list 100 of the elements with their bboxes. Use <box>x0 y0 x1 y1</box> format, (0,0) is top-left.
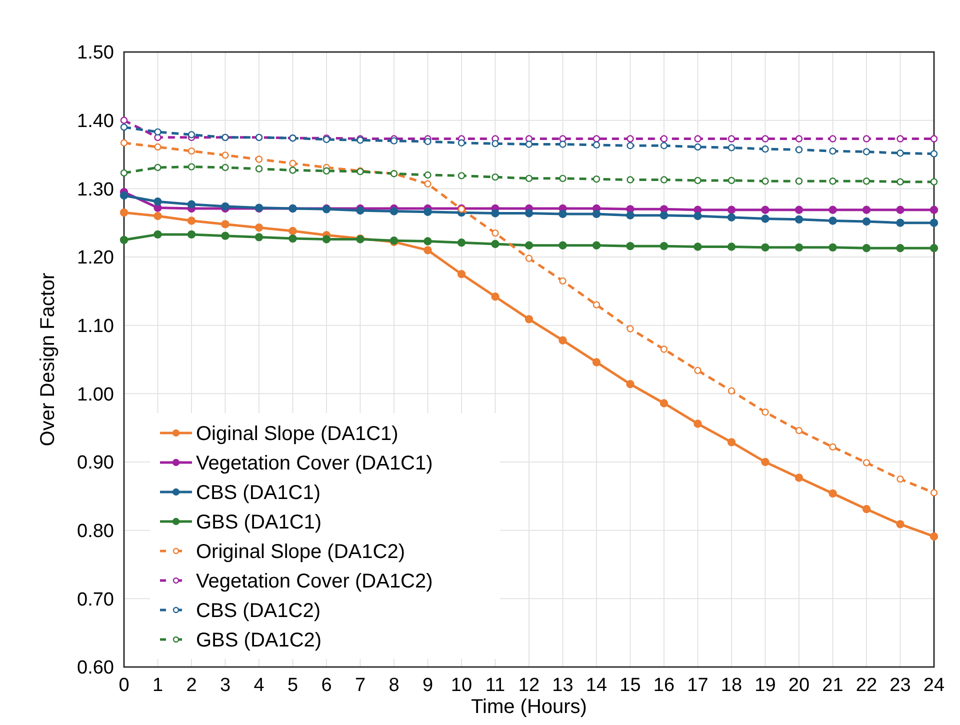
point <box>322 235 331 244</box>
point <box>120 139 128 146</box>
point <box>694 212 702 220</box>
point <box>559 140 566 148</box>
x-axis-title: Time (Hours) <box>471 696 587 718</box>
point <box>762 145 769 153</box>
point <box>728 387 736 395</box>
y-tick-label: 0.80 <box>77 520 114 542</box>
x-tick-label: 20 <box>788 675 810 696</box>
legend-label: CBS (DA1C2) <box>196 600 320 622</box>
point <box>761 206 770 214</box>
y-axis-title: Over Design Factor <box>37 272 59 446</box>
point <box>930 532 938 541</box>
point <box>492 229 499 237</box>
point <box>558 210 567 218</box>
point <box>727 206 736 214</box>
x-tick-label: 4 <box>254 675 265 696</box>
point <box>930 244 938 252</box>
point <box>592 135 600 142</box>
point <box>626 380 634 388</box>
y-tick-label: 1.50 <box>77 42 114 64</box>
point <box>491 209 500 218</box>
point <box>829 178 836 185</box>
point <box>795 426 803 434</box>
point <box>255 156 263 163</box>
point <box>491 292 500 301</box>
point <box>862 244 871 252</box>
legend-label: GBS (DA1C1) <box>196 512 322 534</box>
point <box>492 173 499 181</box>
point <box>592 141 600 149</box>
point <box>794 243 804 252</box>
point <box>524 209 534 218</box>
point <box>458 172 466 180</box>
point <box>188 147 196 155</box>
point <box>626 211 634 220</box>
point <box>694 176 702 184</box>
point <box>930 135 938 142</box>
x-tick-label: 7 <box>354 675 366 696</box>
point <box>694 366 702 374</box>
point <box>794 215 804 224</box>
point <box>592 210 601 218</box>
point <box>862 217 871 226</box>
point <box>154 212 162 220</box>
point <box>660 135 668 142</box>
x-tick-label: 14 <box>586 675 608 696</box>
point <box>795 135 803 142</box>
point <box>626 242 634 250</box>
point <box>727 213 736 222</box>
point <box>862 148 870 156</box>
point <box>559 277 566 285</box>
x-tick-label: 21 <box>822 675 844 696</box>
point <box>289 160 296 167</box>
y-tick-label: 1.40 <box>77 110 114 132</box>
point <box>424 246 432 254</box>
point <box>795 178 803 185</box>
point <box>930 178 938 186</box>
point <box>424 180 432 188</box>
point <box>424 171 432 179</box>
point <box>930 150 938 158</box>
point <box>120 116 128 124</box>
point <box>829 443 836 451</box>
point <box>660 142 668 150</box>
point <box>525 174 533 182</box>
point <box>930 206 938 214</box>
x-tick-label: 24 <box>923 675 945 696</box>
point <box>626 176 634 184</box>
point <box>728 144 736 152</box>
point <box>525 254 533 262</box>
point <box>154 128 162 136</box>
point <box>896 218 904 227</box>
y-tick-label: 0.90 <box>77 452 114 474</box>
point <box>660 346 668 353</box>
point <box>491 240 500 248</box>
point <box>660 176 668 184</box>
y-tick-label: 1.00 <box>77 384 114 406</box>
point <box>120 191 128 200</box>
x-tick-label: 0 <box>118 675 130 696</box>
point <box>694 135 702 142</box>
x-tick-label: 6 <box>321 675 332 696</box>
y-tick-label: 1.20 <box>77 248 114 269</box>
point <box>457 238 466 247</box>
point <box>222 164 229 172</box>
point <box>187 216 196 225</box>
point <box>896 520 904 528</box>
point <box>761 243 770 252</box>
x-tick-label: 19 <box>754 675 776 696</box>
point <box>626 142 634 150</box>
point <box>255 165 263 172</box>
point <box>762 135 769 142</box>
x-tick-label: 9 <box>422 675 434 696</box>
point <box>626 325 634 332</box>
point <box>592 301 600 308</box>
point <box>660 211 668 220</box>
point <box>592 241 601 250</box>
point <box>896 475 904 483</box>
point <box>862 206 871 214</box>
point <box>694 143 702 151</box>
x-tick-label: 22 <box>856 675 878 696</box>
point <box>154 143 162 151</box>
point <box>862 505 871 514</box>
